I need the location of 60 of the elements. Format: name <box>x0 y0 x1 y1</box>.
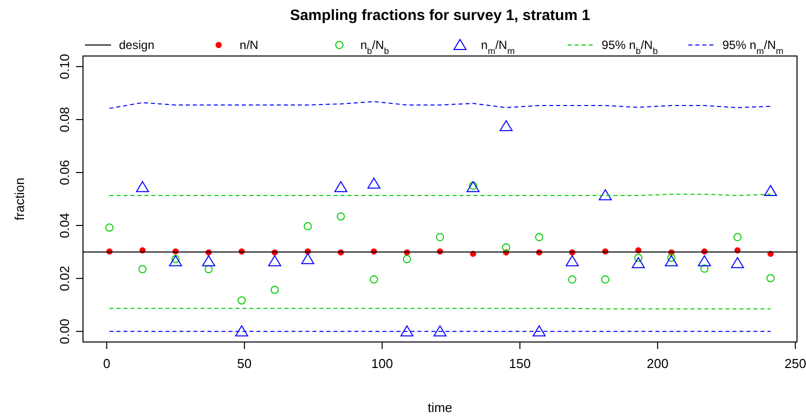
point <box>138 265 147 274</box>
point <box>136 181 149 192</box>
point <box>434 325 446 336</box>
x-tick-label: 50 <box>237 356 252 371</box>
point <box>698 255 711 266</box>
point <box>568 275 576 284</box>
chart-title: Sampling fractions for survey 1, stratum 1 <box>290 7 590 24</box>
x-tick-label: 200 <box>646 356 668 371</box>
point <box>268 255 282 266</box>
legend-label: 95% n$_{b}$/N$_{b}$ <box>602 38 658 56</box>
legend-label: design <box>119 38 154 52</box>
point <box>436 233 444 242</box>
y-tick-label: 0.08 <box>57 106 72 132</box>
point <box>466 181 480 192</box>
y-tick-label: 0.10 <box>57 54 72 80</box>
point <box>566 255 579 266</box>
point <box>105 224 114 232</box>
point <box>634 254 642 262</box>
point <box>202 255 216 266</box>
point <box>532 325 546 336</box>
point <box>334 181 348 192</box>
point <box>502 243 510 252</box>
point <box>367 178 380 189</box>
point <box>235 325 248 336</box>
y-tick-label: 0.04 <box>57 212 72 238</box>
legend-label: n$_{m}$/N$_{m}$ <box>481 38 515 56</box>
legend-label: n/N <box>240 38 258 52</box>
point <box>204 265 213 274</box>
point <box>664 255 678 266</box>
point <box>270 286 279 294</box>
point <box>336 212 345 221</box>
x-axis-title: time <box>428 400 452 415</box>
y-tick-label: 0.02 <box>57 266 72 292</box>
point <box>731 257 744 268</box>
y-axis-title: fraction <box>12 178 27 220</box>
point <box>238 296 246 305</box>
x-tick-label: 0 <box>103 356 110 371</box>
point <box>764 185 778 196</box>
point <box>400 325 414 336</box>
point <box>632 257 645 268</box>
point <box>700 264 709 273</box>
point <box>598 189 612 200</box>
point <box>169 255 182 266</box>
point <box>304 222 312 230</box>
point <box>601 275 610 284</box>
point <box>402 255 412 264</box>
point <box>500 120 513 132</box>
x-tick-label: 100 <box>371 356 394 371</box>
point <box>301 253 314 264</box>
point <box>535 233 544 242</box>
point <box>733 233 742 242</box>
x-tick-label: 150 <box>509 356 531 371</box>
point <box>370 275 378 284</box>
legend-label: 95% n$_{m}$/N$_{m}$ <box>722 38 784 56</box>
y-tick-label: 0.06 <box>57 160 72 186</box>
legend-label: n$_{b}$/N$_{b}$ <box>360 38 390 56</box>
line-series <box>108 101 772 109</box>
x-tick-label: 250 <box>784 356 806 371</box>
point <box>766 274 775 282</box>
y-tick-label: 0.00 <box>57 318 72 344</box>
